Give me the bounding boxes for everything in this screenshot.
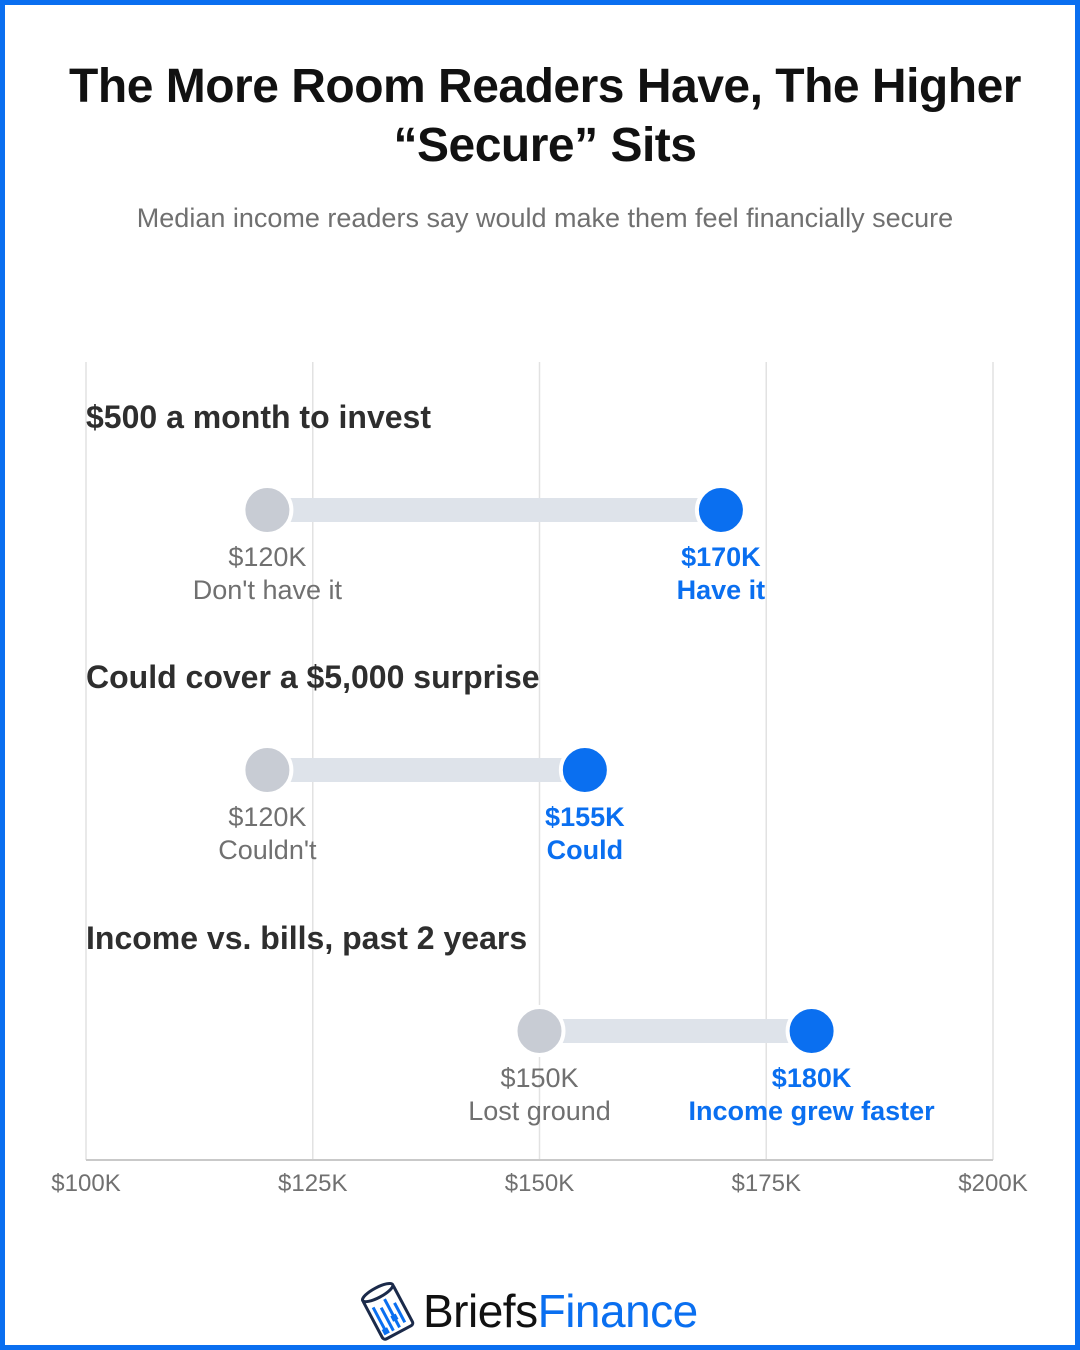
brand-name-part2: Finance [537,1285,699,1337]
coin-stack-icon [360,1281,415,1341]
high-value-label: $180K [772,1063,852,1093]
high-value-dot [558,744,611,796]
low-value-dot [241,744,294,796]
x-tick-label: $125K [278,1170,347,1197]
dumbbell-chart: $100K $125K $150K $175K $200K $500 a month to… [51,362,1028,1197]
high-value-dot [694,484,747,536]
low-value-label: $150K [500,1063,578,1093]
high-value-label: $170K [681,542,761,572]
x-tick-label: $150K [505,1170,574,1197]
low-value-dot [513,1005,566,1057]
high-value-dot [785,1005,838,1057]
brand-logo: BriefsFinance [357,1277,737,1343]
brand-wordmark: BriefsFinance [423,1283,698,1339]
x-tick-label: $175K [732,1170,801,1197]
high-category-label: Could [547,835,623,865]
chart-title: The More Room Readers Have, The Higher “… [69,60,1021,172]
brand-name-part1: Briefs [423,1285,538,1337]
high-value-label: $155K [545,802,625,832]
low-category-label: Lost ground [468,1096,611,1126]
group-heading: Income vs. bills, past 2 years [86,920,527,956]
high-category-label: Have it [677,575,766,605]
low-value-label: $120K [228,542,306,572]
group-heading: Could cover a $5,000 surprise [86,659,540,695]
low-category-label: Couldn't [218,835,317,865]
high-category-label: Income grew faster [689,1096,936,1126]
x-tick-label: $200K [958,1170,1027,1197]
x-tick-label: $100K [51,1170,120,1197]
chart-subtitle: Median income readers say would make the… [136,203,954,233]
low-category-label: Don't have it [193,575,343,605]
group-heading: $500 a month to invest [86,399,431,435]
low-value-dot [241,484,294,536]
low-value-label: $120K [228,802,306,832]
